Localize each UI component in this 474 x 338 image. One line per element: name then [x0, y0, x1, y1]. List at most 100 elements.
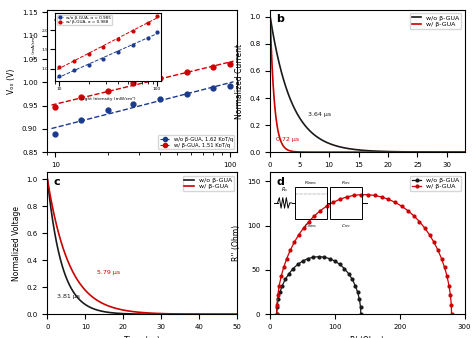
- w/ β-GUA: [456, 150, 462, 154]
- w/ β-GUA: [411, 214, 417, 218]
- Text: 3.64 μs: 3.64 μs: [309, 112, 332, 117]
- w/o β-GUA: [456, 150, 462, 154]
- w/o β-GUA: [234, 312, 240, 316]
- Y-axis label: Normalized Voltage: Normalized Voltage: [12, 206, 21, 281]
- w/ β-GUA: [228, 312, 234, 316]
- w/o β-GUA: [290, 267, 296, 271]
- w/ β-GUA: [228, 312, 234, 316]
- w/ β-GUA: [372, 193, 377, 197]
- w/o β-GUA: [420, 150, 426, 154]
- w/o β-GUA: [45, 177, 50, 181]
- X-axis label: Time (μs): Time (μs): [124, 336, 160, 338]
- w/ β-GUA: [54, 225, 60, 230]
- Line: w/o β-GUA: w/o β-GUA: [47, 179, 237, 314]
- w/o β-GUA: [274, 305, 280, 309]
- w/ β-GUA: [379, 195, 384, 199]
- w/o β-GUA: [321, 255, 327, 259]
- w/o β-GUA: [332, 259, 337, 263]
- w/ β-GUA: [267, 15, 273, 19]
- w/o β-GUA: [310, 255, 316, 259]
- w/o β-GUA: [349, 277, 355, 281]
- Text: d: d: [276, 177, 284, 187]
- w/ β-GUA: [330, 200, 336, 204]
- Y-axis label: R'' (Ohm): R'' (Ohm): [232, 225, 241, 261]
- w/ β-GUA: [449, 312, 455, 316]
- w/o β-GUA: [342, 267, 347, 271]
- w/o β-GUA: [358, 305, 364, 309]
- Text: 5.79 μs: 5.79 μs: [97, 270, 120, 275]
- w/o β-GUA: [274, 312, 280, 316]
- w/ β-GUA: [132, 310, 137, 314]
- w/ β-GUA: [276, 284, 282, 288]
- w/ β-GUA: [399, 204, 404, 208]
- w/ β-GUA: [444, 274, 450, 279]
- w/o β-GUA: [267, 15, 273, 19]
- X-axis label: R' (Ohm): R' (Ohm): [350, 336, 384, 338]
- w/ β-GUA: [274, 303, 280, 307]
- Line: w/ β-GUA: w/ β-GUA: [270, 17, 465, 152]
- X-axis label: Time (μs): Time (μs): [349, 173, 385, 183]
- w/ β-GUA: [275, 293, 281, 297]
- w/ β-GUA: [45, 177, 50, 181]
- w/ β-GUA: [439, 257, 445, 261]
- Legend: w/o β-GUA, w/ β-GUA: w/o β-GUA, w/ β-GUA: [410, 13, 461, 29]
- w/o β-GUA: [362, 148, 367, 152]
- w/ β-GUA: [417, 219, 422, 223]
- w/o β-GUA: [352, 284, 358, 288]
- w/ β-GUA: [442, 265, 447, 269]
- w/ β-GUA: [431, 240, 437, 244]
- Line: w/ β-GUA: w/ β-GUA: [274, 193, 454, 316]
- w/o β-GUA: [462, 150, 467, 154]
- w/ β-GUA: [287, 248, 293, 252]
- w/o β-GUA: [355, 290, 361, 294]
- w/ β-GUA: [234, 312, 240, 316]
- w/o β-GUA: [346, 271, 351, 275]
- w/o β-GUA: [300, 259, 306, 263]
- w/ β-GUA: [405, 209, 410, 213]
- w/ β-GUA: [324, 204, 329, 208]
- w/ β-GUA: [278, 274, 284, 279]
- w/o β-GUA: [137, 312, 142, 316]
- w/ β-GUA: [351, 193, 356, 197]
- w/o β-GUA: [356, 148, 362, 152]
- w/ β-GUA: [447, 293, 453, 297]
- w/o β-GUA: [356, 297, 362, 301]
- w/ β-GUA: [337, 197, 343, 201]
- Legend: w/o β-GUA, 1.62 KᴅT/q, w/ β-GUA, 1.51 KᴅT/q: w/o β-GUA, 1.62 KᴅT/q, w/ β-GUA, 1.51 Kᴅ…: [158, 135, 234, 149]
- w/ β-GUA: [274, 312, 280, 316]
- w/ β-GUA: [362, 150, 367, 154]
- Y-axis label: Normalized Current: Normalized Current: [235, 44, 244, 119]
- w/ β-GUA: [277, 137, 283, 141]
- X-axis label: Light Intensity (mW/cm²): Light Intensity (mW/cm²): [94, 173, 190, 183]
- Text: 3.81 μs: 3.81 μs: [57, 294, 80, 299]
- Y-axis label: Vₒₓ (V): Vₒₓ (V): [8, 68, 17, 94]
- w/ β-GUA: [462, 150, 467, 154]
- w/o β-GUA: [286, 271, 292, 275]
- Legend: w/o β-GUA, w/ β-GUA: w/o β-GUA, w/ β-GUA: [182, 175, 234, 191]
- w/o β-GUA: [316, 255, 321, 259]
- w/o β-GUA: [54, 243, 60, 247]
- w/ β-GUA: [137, 310, 142, 314]
- w/ β-GUA: [456, 150, 462, 154]
- w/ β-GUA: [318, 209, 323, 213]
- w/ β-GUA: [301, 226, 306, 230]
- w/o β-GUA: [327, 257, 332, 261]
- w/ β-GUA: [448, 303, 454, 307]
- Text: 0.72 μs: 0.72 μs: [276, 137, 299, 142]
- w/o β-GUA: [337, 262, 343, 266]
- w/ β-GUA: [194, 312, 200, 316]
- w/o β-GUA: [280, 284, 285, 288]
- w/ β-GUA: [365, 193, 371, 197]
- Line: w/o β-GUA: w/o β-GUA: [274, 255, 363, 316]
- w/o β-GUA: [277, 65, 283, 69]
- w/o β-GUA: [283, 277, 288, 281]
- Text: a: a: [53, 15, 61, 24]
- w/ β-GUA: [420, 150, 426, 154]
- w/ β-GUA: [358, 193, 364, 197]
- w/ β-GUA: [422, 226, 428, 230]
- w/ β-GUA: [356, 150, 362, 154]
- w/ β-GUA: [311, 214, 317, 218]
- w/o β-GUA: [277, 290, 283, 294]
- w/ β-GUA: [284, 257, 290, 261]
- w/o β-GUA: [358, 312, 364, 316]
